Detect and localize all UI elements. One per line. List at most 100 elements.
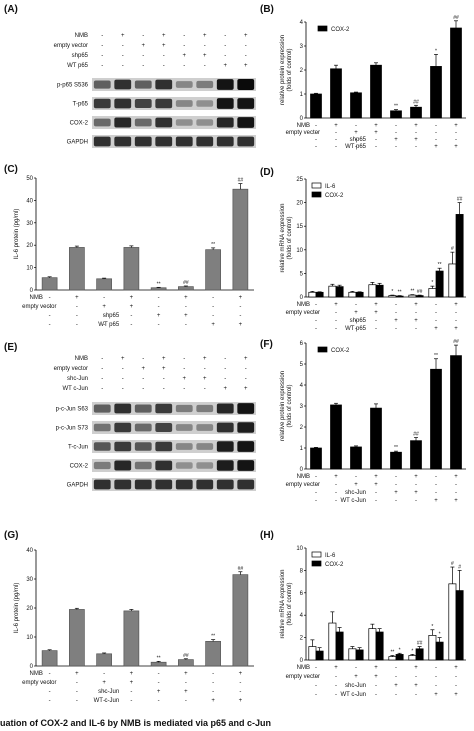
bar bbox=[205, 249, 221, 291]
significance-mark: ** bbox=[157, 281, 161, 287]
sign-mark: - bbox=[435, 310, 437, 316]
chart-C: 0 10 20 30 40 50 IL-6 protein (pg/ml) ** ## ** ## N… bbox=[14, 176, 254, 328]
sign-mark: - bbox=[415, 310, 417, 316]
chart-B: 0 1 2 3 4 relative protein expression(folds o… bbox=[280, 15, 466, 150]
y-axis-label: relative protein expression(folds of con… bbox=[280, 35, 293, 105]
condition-label: WT c-Jun bbox=[94, 698, 120, 704]
blot-band bbox=[175, 479, 193, 490]
sign-mark: + bbox=[162, 33, 166, 39]
sign-mark: - bbox=[415, 674, 417, 680]
significance-mark: * bbox=[399, 647, 401, 653]
sign-mark: - bbox=[395, 130, 397, 136]
sign-mark: + bbox=[394, 137, 398, 143]
protein-label: T-c-Jun bbox=[68, 445, 88, 451]
sign-mark: - bbox=[122, 376, 124, 382]
condition-label: WT c-Jun bbox=[340, 498, 366, 504]
sign-mark: - bbox=[375, 498, 377, 504]
legend-swatch bbox=[317, 25, 328, 32]
protein-label: GAPDH bbox=[67, 483, 88, 489]
y-tick-label: 4 bbox=[300, 383, 304, 389]
blot-band bbox=[216, 422, 234, 433]
condition-label: NMB bbox=[297, 123, 310, 129]
sign-mark: - bbox=[122, 43, 124, 49]
sign-mark: - bbox=[315, 123, 317, 129]
sign-mark: + bbox=[334, 302, 338, 308]
blot-band bbox=[196, 80, 214, 89]
bar bbox=[435, 270, 444, 298]
sign-mark: - bbox=[239, 689, 241, 695]
bar bbox=[448, 583, 457, 661]
blot-band bbox=[134, 461, 152, 470]
panel-label-E: (E) bbox=[4, 342, 18, 353]
significance-mark: ## bbox=[238, 178, 244, 184]
sign-mark: - bbox=[375, 683, 377, 689]
sign-mark: + bbox=[244, 33, 248, 39]
blot-band bbox=[216, 479, 234, 490]
bar bbox=[308, 291, 317, 298]
bar bbox=[69, 609, 85, 667]
bar bbox=[450, 27, 462, 119]
bar bbox=[348, 291, 357, 298]
y-tick-label: 0 bbox=[30, 288, 34, 294]
sign-mark: + bbox=[414, 137, 418, 143]
blot-strip bbox=[92, 402, 256, 415]
blot-band bbox=[237, 136, 255, 147]
legend-swatch bbox=[311, 182, 322, 189]
blot-band bbox=[216, 441, 234, 452]
sign-mark: - bbox=[395, 498, 397, 504]
blot-band bbox=[155, 403, 173, 414]
sign-mark: - bbox=[163, 386, 165, 392]
blot-band bbox=[134, 80, 152, 89]
sign-mark: - bbox=[185, 304, 187, 310]
sign-mark: - bbox=[395, 665, 397, 671]
protein-label: p-c-Jun S73 bbox=[56, 426, 89, 432]
blot-band bbox=[134, 442, 152, 451]
condition-label: empty vector bbox=[54, 43, 88, 49]
y-tick-label: 0 bbox=[300, 658, 304, 664]
sign-mark: + bbox=[203, 356, 207, 362]
condition-label: WT p65 bbox=[98, 322, 120, 328]
sign-mark: - bbox=[101, 356, 103, 362]
sign-mark: - bbox=[415, 498, 417, 504]
sign-mark: + bbox=[239, 698, 243, 704]
bar bbox=[335, 286, 344, 298]
sign-mark: + bbox=[374, 130, 378, 136]
sign-mark: - bbox=[375, 326, 377, 332]
y-tick-label: 20 bbox=[296, 201, 303, 207]
blot-band bbox=[114, 460, 132, 471]
sign-mark: - bbox=[76, 698, 78, 704]
sign-mark: - bbox=[355, 683, 357, 689]
sign-mark: + bbox=[184, 671, 188, 677]
legend-swatch bbox=[317, 346, 328, 353]
sign-mark: - bbox=[142, 356, 144, 362]
sign-mark: + bbox=[223, 63, 227, 69]
sign-mark: - bbox=[335, 318, 337, 324]
y-tick-label: 30 bbox=[26, 577, 33, 583]
sign-mark: - bbox=[415, 692, 417, 698]
sign-mark: - bbox=[122, 63, 124, 69]
significance-mark: ** bbox=[390, 650, 394, 656]
blot-band bbox=[155, 460, 173, 471]
sign-mark: + bbox=[454, 665, 458, 671]
sign-mark: - bbox=[163, 53, 165, 59]
blot-band bbox=[93, 136, 111, 147]
sign-mark: - bbox=[395, 326, 397, 332]
blot-band bbox=[155, 422, 173, 433]
sign-mark: - bbox=[142, 33, 144, 39]
bar bbox=[315, 291, 324, 298]
sign-mark: - bbox=[163, 376, 165, 382]
y-tick-label: 1 bbox=[300, 446, 304, 452]
sign-mark: + bbox=[203, 33, 207, 39]
bar bbox=[410, 440, 422, 470]
bar bbox=[388, 295, 397, 298]
sign-mark: + bbox=[394, 683, 398, 689]
significance-mark: ## bbox=[413, 99, 419, 105]
legend-swatch bbox=[311, 551, 322, 558]
sign-mark: - bbox=[335, 326, 337, 332]
bar bbox=[96, 653, 112, 667]
sign-mark: + bbox=[102, 304, 106, 310]
blot-band bbox=[237, 117, 255, 128]
condition-label: NMB bbox=[30, 671, 43, 677]
blot-band bbox=[237, 441, 255, 452]
chart-H: 0 2 4 6 8 10 relative mRNA expression(folds of… bbox=[280, 546, 466, 698]
